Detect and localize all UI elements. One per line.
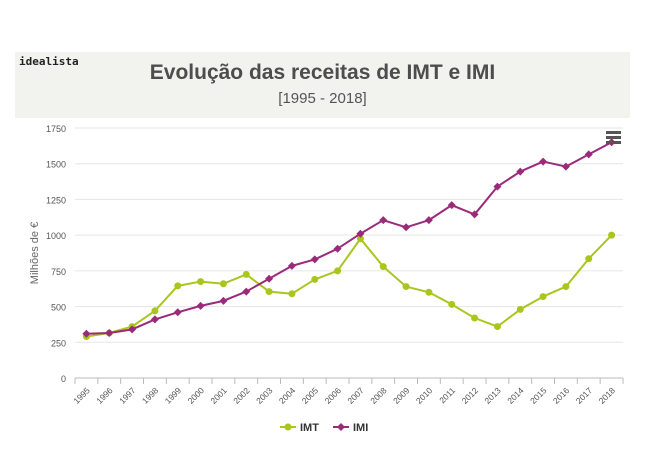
data-point[interactable] [516, 167, 525, 176]
data-point[interactable] [242, 270, 250, 278]
x-tick-label: 2009 [391, 385, 412, 406]
x-tick-label: 2010 [414, 385, 435, 406]
series-line-imi [86, 141, 613, 335]
series-line-imt [86, 234, 613, 338]
x-tick-label: 1997 [117, 385, 138, 406]
data-point[interactable] [333, 244, 342, 253]
x-tick-label: 2001 [208, 385, 229, 406]
x-axis: 1995 1996 1997 1998 1999 2000 2001 2002 2003 2004… [71, 377, 624, 406]
data-point[interactable] [470, 210, 479, 219]
data-point[interactable] [150, 315, 159, 324]
data-point[interactable] [173, 308, 182, 317]
data-point[interactable] [447, 201, 456, 210]
data-point[interactable] [424, 216, 433, 225]
x-tick-label: 2000 [186, 385, 207, 406]
data-point[interactable] [516, 305, 524, 313]
x-tick-label: 1996 [94, 385, 115, 406]
x-tick-label: 2012 [460, 385, 481, 406]
data-point[interactable] [585, 255, 593, 263]
legend-item-imt[interactable]: IMT [280, 422, 319, 434]
data-point[interactable] [425, 288, 433, 296]
data-point[interactable] [379, 216, 388, 225]
menu-icon[interactable] [606, 131, 621, 144]
y-tick-label: 1750 [46, 124, 66, 134]
data-point[interactable] [265, 274, 274, 283]
data-point[interactable] [197, 278, 205, 286]
x-tick-label: 2014 [505, 385, 526, 406]
y-tick-label: 500 [51, 303, 66, 313]
data-point[interactable] [219, 296, 228, 305]
y-tick-label: 0 [61, 374, 66, 384]
x-tick-label: 2011 [437, 385, 457, 405]
data-point[interactable] [174, 282, 182, 290]
chart-header: idealista Evolução das receitas de IMT e… [15, 52, 630, 118]
data-point[interactable] [128, 325, 137, 334]
x-tick-label: 2002 [231, 385, 252, 406]
data-point[interactable] [356, 235, 364, 243]
y-tick-label: 1500 [46, 160, 66, 170]
legend[interactable]: IMT IMI [280, 422, 368, 434]
data-point[interactable] [334, 267, 342, 275]
data-point[interactable] [311, 275, 319, 283]
legend-label: IMT [300, 422, 319, 434]
x-tick-label: 1999 [163, 385, 184, 406]
brand-logo: idealista [19, 55, 79, 68]
x-tick-label: 2003 [254, 385, 275, 406]
data-point[interactable] [356, 229, 365, 238]
x-tick-label: 2018 [597, 385, 618, 406]
data-point[interactable] [265, 288, 273, 296]
data-point[interactable] [196, 301, 205, 310]
data-point[interactable] [287, 261, 296, 270]
data-point[interactable] [242, 287, 251, 296]
data-point[interactable] [379, 263, 387, 271]
y-tick-label: 750 [51, 267, 66, 277]
data-point[interactable] [402, 283, 410, 291]
x-tick-label: 2013 [482, 385, 503, 406]
legend-label: IMI [353, 422, 368, 434]
x-tick-label: 2015 [528, 385, 549, 406]
data-point[interactable] [310, 255, 319, 264]
y-tick-label: 250 [51, 338, 66, 348]
data-point[interactable] [493, 323, 501, 331]
data-point[interactable] [448, 300, 456, 308]
y-axis-label: Milhões de € [29, 222, 41, 284]
x-tick-label: 1998 [140, 385, 161, 406]
chart-title: Evolução das receitas de IMT e IMI [149, 61, 496, 84]
data-point[interactable] [471, 314, 479, 322]
data-point[interactable] [562, 283, 570, 291]
series-group [82, 138, 616, 341]
x-tick-label: 2006 [323, 385, 344, 406]
x-tick-label: 2005 [300, 385, 321, 406]
y-axis-ticks: 0 250 500 750 1000 1250 1500 1750 [46, 124, 66, 384]
data-point[interactable] [288, 290, 296, 298]
data-point[interactable] [82, 329, 91, 338]
x-tick-label: 2017 [574, 385, 595, 406]
data-point[interactable] [493, 182, 502, 191]
legend-item-imi[interactable]: IMI [333, 422, 368, 434]
data-point[interactable] [584, 150, 593, 159]
gridlines [75, 127, 623, 343]
series-imi [82, 138, 616, 338]
x-tick-label: 2016 [551, 385, 572, 406]
x-tick-label: 2004 [277, 385, 298, 406]
data-point[interactable] [539, 157, 548, 166]
data-point[interactable] [151, 307, 159, 315]
y-tick-label: 1000 [46, 231, 66, 241]
data-point[interactable] [219, 280, 227, 288]
x-tick-label: 1995 [71, 385, 92, 406]
data-point[interactable] [539, 293, 547, 301]
y-tick-label: 1250 [46, 195, 66, 205]
x-tick-label: 2007 [345, 385, 366, 406]
data-point[interactable] [402, 223, 411, 232]
series-imt [82, 231, 616, 341]
data-point[interactable] [105, 329, 114, 337]
data-point[interactable] [608, 231, 616, 239]
x-tick-label: 2008 [368, 385, 389, 406]
data-point[interactable] [561, 162, 570, 171]
chart-subtitle: [1995 - 2018] [278, 90, 367, 107]
